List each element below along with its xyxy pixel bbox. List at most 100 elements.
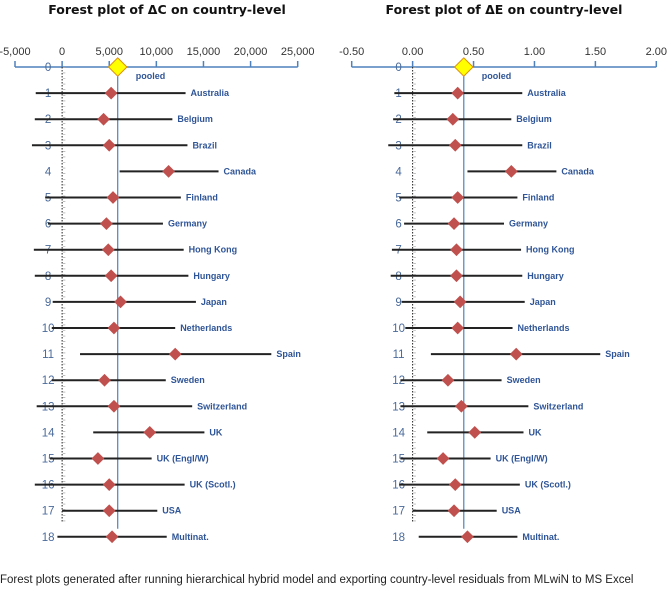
estimate-diamond <box>106 191 120 204</box>
country-label: Australia <box>191 88 231 98</box>
row-number: 10 <box>392 323 405 335</box>
row-number: 5 <box>395 193 401 205</box>
row-number: 7 <box>45 245 51 257</box>
estimate-diamond <box>101 243 115 257</box>
country-label: Hong Kong <box>526 245 575 255</box>
country-label: Switzerland <box>533 401 583 411</box>
forest-plots: Forest plot of ΔC on country-level -5,000… <box>0 2 667 544</box>
estimate-diamond <box>104 269 118 283</box>
estimate-diamond <box>107 399 121 413</box>
estimate-diamond <box>91 452 105 465</box>
row-number: 11 <box>393 349 405 361</box>
estimate-diamond <box>102 138 116 152</box>
country-label: Finland <box>522 193 554 203</box>
country-label: Belgium <box>516 114 552 124</box>
row-number: 11 <box>42 349 54 361</box>
row-number: 6 <box>395 219 401 231</box>
country-label: UK <box>528 427 541 437</box>
estimate-diamond <box>168 347 182 361</box>
row-number: 12 <box>392 375 405 387</box>
estimate-diamond <box>448 478 462 491</box>
country-label: Netherlands <box>180 323 232 333</box>
country-label: Brazil <box>527 140 552 150</box>
chart-title: Forest plot of ΔC on country-level <box>48 2 286 17</box>
row-number: 7 <box>395 245 401 257</box>
x-tick-label: 25,000 <box>281 46 315 58</box>
x-tick-label: 1.00 <box>524 46 545 58</box>
country-label: Netherlands <box>518 323 570 333</box>
x-tick-label: 15,000 <box>187 46 221 58</box>
country-label: Japan <box>530 297 556 307</box>
x-tick-label: 1.50 <box>585 46 606 58</box>
row-number: 9 <box>45 297 51 309</box>
x-tick-label: 20,000 <box>234 46 268 58</box>
estimate-diamond <box>104 86 118 100</box>
estimate-diamond <box>98 373 111 387</box>
row-number: 17 <box>42 506 55 518</box>
country-label: UK (Engl/W) <box>157 454 209 464</box>
estimate-diamond <box>102 504 116 518</box>
row-number: 16 <box>392 480 405 492</box>
row-number: 15 <box>42 454 55 466</box>
estimate-diamond <box>461 530 474 544</box>
country-label: UK <box>209 427 222 437</box>
row-number: 18 <box>392 532 405 544</box>
estimate-diamond <box>100 217 113 230</box>
country-label: Germany <box>509 219 548 229</box>
country-label: USA <box>162 506 182 516</box>
estimate-diamond <box>451 191 465 204</box>
row-number: 17 <box>392 506 405 518</box>
estimate-diamond <box>114 295 127 309</box>
x-tick-label: 5,000 <box>95 46 123 58</box>
estimate-diamond <box>454 399 468 413</box>
country-label: UK (Scotl.) <box>190 480 236 490</box>
country-label: Multinat. <box>522 532 559 542</box>
estimate-diamond <box>447 217 461 230</box>
forest-plot-delta-c: Forest plot of ΔC on country-level -5,000… <box>0 2 315 544</box>
country-label: Sweden <box>507 375 541 385</box>
pooled-label: pooled <box>482 71 512 81</box>
row-number: 14 <box>42 427 55 439</box>
x-tick-label: 2.00 <box>646 46 667 58</box>
pooled-diamond <box>453 57 474 77</box>
estimate-diamond <box>102 478 116 491</box>
x-tick-label: 0 <box>59 46 65 58</box>
chart-title: Forest plot of ΔE on country-level <box>386 2 623 17</box>
country-label: Hungary <box>193 271 230 281</box>
country-label: Brazil <box>192 140 217 150</box>
country-label: Spain <box>276 349 301 359</box>
figure-caption: Forest plots generated after running hie… <box>0 574 634 586</box>
estimate-diamond <box>450 243 463 257</box>
estimate-diamond <box>453 295 467 309</box>
estimate-diamond <box>446 112 460 126</box>
country-label: UK (Scotl.) <box>525 480 571 490</box>
estimate-diamond <box>97 112 110 126</box>
row-number: 15 <box>392 454 405 466</box>
estimate-diamond <box>504 165 518 178</box>
country-label: UK (Engl/W) <box>496 454 548 464</box>
estimate-diamond <box>448 138 462 152</box>
row-number: 10 <box>42 323 55 335</box>
estimate-diamond <box>450 269 463 283</box>
estimate-diamond <box>451 321 465 335</box>
row-number: 14 <box>392 427 405 439</box>
country-label: Hungary <box>527 271 564 281</box>
row-number: 9 <box>395 297 401 309</box>
country-label: Canada <box>224 166 258 176</box>
country-label: Spain <box>605 349 630 359</box>
estimate-diamond <box>509 347 523 361</box>
country-label: Germany <box>168 219 207 229</box>
country-label: USA <box>502 506 522 516</box>
estimate-diamond <box>107 321 121 335</box>
x-tick-label: 0.50 <box>463 46 484 58</box>
row-number: 18 <box>42 532 55 544</box>
country-label: Finland <box>186 193 218 203</box>
country-label: Sweden <box>171 375 205 385</box>
estimate-diamond <box>451 86 465 100</box>
pooled-label: pooled <box>136 71 166 81</box>
country-label: Hong Kong <box>189 245 238 255</box>
country-label: Switzerland <box>197 401 247 411</box>
estimate-diamond <box>436 452 450 465</box>
x-tick-label: 0.00 <box>402 46 423 58</box>
country-label: Japan <box>201 297 227 307</box>
